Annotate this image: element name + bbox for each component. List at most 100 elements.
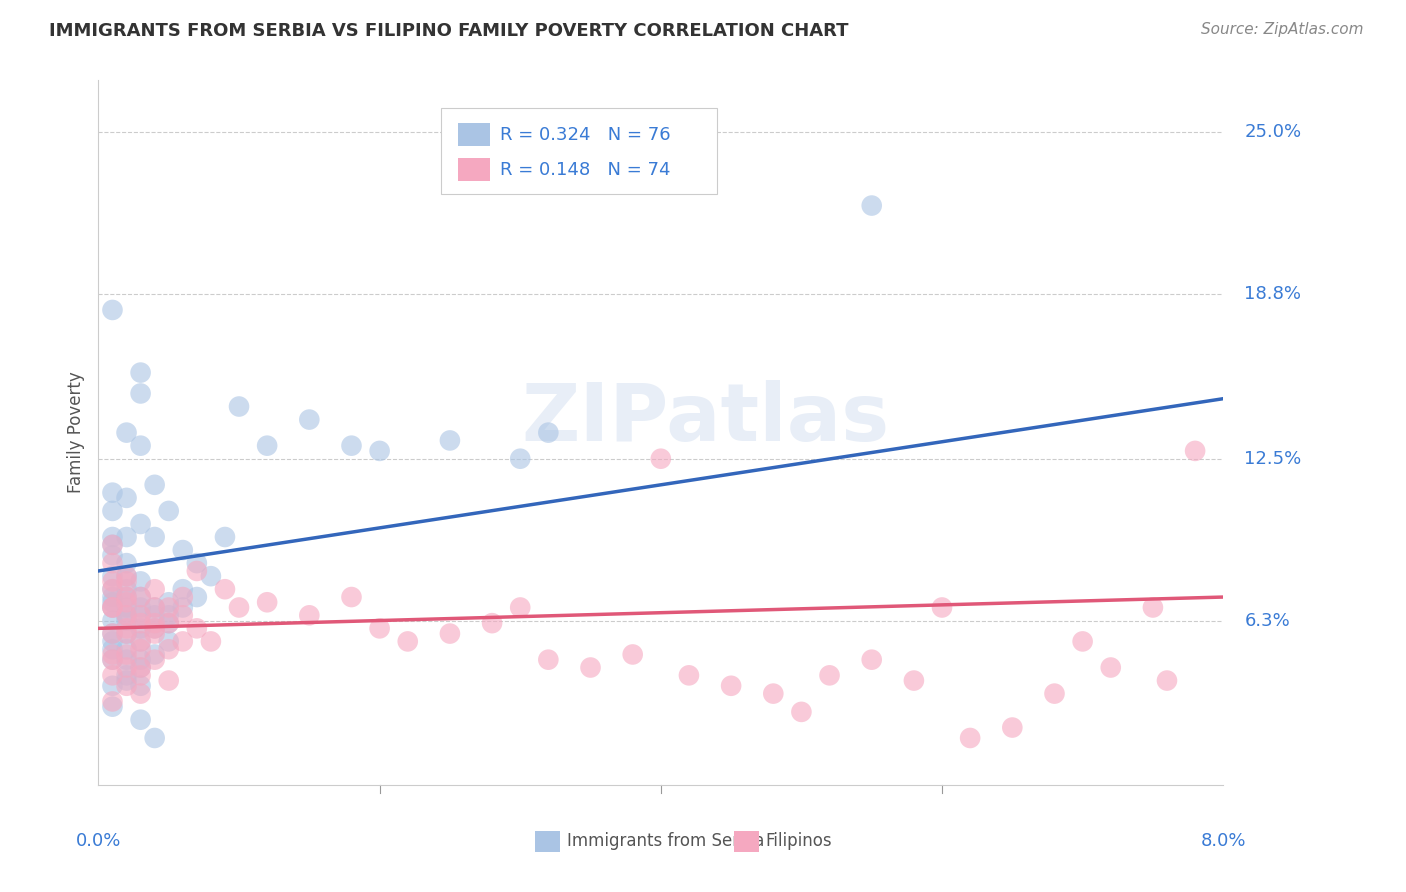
Point: [129, 679, 152, 693]
Point: [101, 648, 124, 662]
Point: [101, 600, 124, 615]
Bar: [534, 830, 560, 852]
Bar: [458, 123, 489, 145]
Point: [129, 439, 152, 453]
Point: [298, 608, 321, 623]
Point: [298, 412, 321, 426]
Point: [509, 451, 531, 466]
Point: [101, 626, 124, 640]
Point: [368, 621, 391, 635]
Point: [762, 687, 785, 701]
Point: [720, 679, 742, 693]
Point: [101, 679, 124, 693]
Point: [101, 538, 124, 552]
Point: [186, 556, 208, 570]
Point: [200, 569, 222, 583]
Point: [172, 582, 194, 597]
Point: [101, 302, 124, 317]
Point: [115, 556, 138, 570]
Point: [129, 574, 152, 589]
Point: [186, 590, 208, 604]
Point: [101, 485, 124, 500]
Point: [537, 425, 560, 440]
Point: [115, 600, 138, 615]
Text: IMMIGRANTS FROM SERBIA VS FILIPINO FAMILY POVERTY CORRELATION CHART: IMMIGRANTS FROM SERBIA VS FILIPINO FAMIL…: [49, 22, 849, 40]
Point: [129, 366, 152, 380]
Point: [143, 653, 166, 667]
Point: [101, 582, 124, 597]
Bar: [458, 159, 489, 181]
Point: [115, 530, 138, 544]
Point: [256, 595, 278, 609]
Point: [509, 600, 531, 615]
Point: [129, 516, 152, 531]
Point: [115, 673, 138, 688]
Point: [157, 673, 180, 688]
Point: [214, 530, 236, 544]
Point: [101, 600, 124, 615]
Point: [228, 600, 250, 615]
Text: R = 0.324   N = 76: R = 0.324 N = 76: [501, 126, 671, 144]
Point: [129, 660, 152, 674]
Point: [129, 608, 152, 623]
Point: [931, 600, 953, 615]
Point: [115, 668, 138, 682]
Point: [129, 621, 152, 635]
Point: [157, 595, 180, 609]
Point: [115, 595, 138, 609]
Point: [129, 634, 152, 648]
Point: [537, 653, 560, 667]
Point: [157, 616, 180, 631]
Point: [860, 653, 883, 667]
Point: [129, 634, 152, 648]
Bar: [734, 830, 759, 852]
Point: [143, 731, 166, 745]
Point: [101, 569, 124, 583]
Point: [115, 642, 138, 657]
Point: [172, 600, 194, 615]
Point: [143, 582, 166, 597]
Point: [157, 616, 180, 631]
Point: [143, 648, 166, 662]
Point: [256, 439, 278, 453]
Point: [115, 614, 138, 628]
Point: [129, 668, 152, 682]
Point: [143, 626, 166, 640]
Point: [903, 673, 925, 688]
Point: [172, 608, 194, 623]
Point: [101, 699, 124, 714]
Point: [101, 653, 124, 667]
Point: [396, 634, 419, 648]
Point: [101, 595, 124, 609]
Point: [101, 694, 124, 708]
Point: [115, 648, 138, 662]
Point: [172, 590, 194, 604]
Point: [959, 731, 981, 745]
Point: [200, 634, 222, 648]
Point: [129, 600, 152, 615]
Point: [115, 626, 138, 640]
Point: [143, 600, 166, 615]
Text: 18.8%: 18.8%: [1244, 285, 1302, 303]
Text: 0.0%: 0.0%: [76, 832, 121, 850]
Point: [340, 590, 363, 604]
Point: [129, 616, 152, 631]
Point: [1099, 660, 1122, 674]
Point: [101, 530, 124, 544]
Point: [860, 198, 883, 212]
Point: [101, 634, 124, 648]
Point: [186, 564, 208, 578]
Point: [101, 626, 124, 640]
Point: [101, 549, 124, 563]
Point: [115, 569, 138, 583]
Point: [101, 600, 124, 615]
Point: [115, 621, 138, 635]
Point: [129, 687, 152, 701]
Point: [143, 621, 166, 635]
Point: [143, 616, 166, 631]
Text: R = 0.148   N = 74: R = 0.148 N = 74: [501, 161, 671, 178]
Point: [101, 590, 124, 604]
Point: [143, 530, 166, 544]
Point: [101, 556, 124, 570]
Point: [129, 653, 152, 667]
